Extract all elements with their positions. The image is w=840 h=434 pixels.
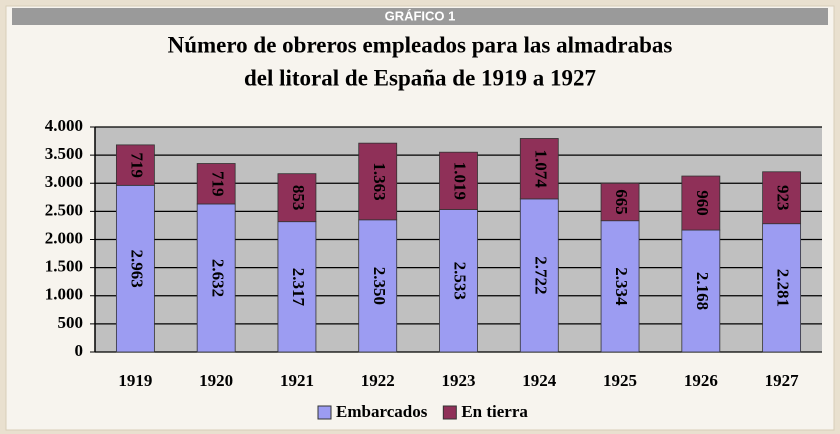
data-label: 2.350 bbox=[370, 267, 389, 305]
y-tick-label: 1.000 bbox=[45, 285, 83, 304]
bar-segment bbox=[519, 138, 559, 200]
data-label: 2.533 bbox=[451, 262, 470, 300]
data-label: 2.281 bbox=[774, 269, 793, 307]
bar-segment bbox=[600, 220, 640, 353]
bar-segment bbox=[277, 221, 317, 353]
data-label: 719 bbox=[127, 152, 146, 178]
bar-segment bbox=[115, 184, 155, 353]
bar-segment bbox=[762, 171, 802, 225]
legend-swatch bbox=[442, 405, 457, 420]
bar-segment bbox=[358, 142, 398, 221]
x-tick-label: 1924 bbox=[522, 371, 557, 390]
bar-segment bbox=[600, 182, 640, 222]
data-label: 960 bbox=[693, 190, 712, 216]
x-tick-label: 1921 bbox=[280, 371, 314, 390]
y-tick-label: 2.500 bbox=[45, 200, 83, 219]
data-label: 2.632 bbox=[208, 259, 227, 297]
x-tick-label: 1922 bbox=[361, 371, 395, 390]
y-tick-label: 4.000 bbox=[45, 116, 83, 135]
bar-segment bbox=[762, 223, 802, 353]
data-label: 2.317 bbox=[289, 268, 308, 307]
data-label: 923 bbox=[774, 185, 793, 211]
y-tick-label: 3.500 bbox=[45, 144, 83, 163]
bar-segment bbox=[681, 175, 721, 231]
y-tick-label: 0 bbox=[75, 341, 84, 360]
bar-segment bbox=[115, 144, 155, 186]
x-tick-label: 1925 bbox=[603, 371, 637, 390]
bar-segment bbox=[196, 203, 236, 353]
x-tick-label: 1927 bbox=[765, 371, 800, 390]
header: GRÁFICO 1 bbox=[385, 8, 456, 23]
data-label: 719 bbox=[208, 171, 227, 197]
data-label: 2.722 bbox=[531, 256, 550, 294]
bar-segment bbox=[681, 229, 721, 353]
data-label: 1.363 bbox=[370, 162, 389, 200]
legend-swatch bbox=[317, 405, 332, 420]
y-tick-label: 2.000 bbox=[45, 228, 83, 247]
legend-label: Embarcados bbox=[336, 402, 428, 421]
chart-title: del litoral de España de 1919 a 1927 bbox=[244, 65, 596, 90]
chart-title: Número de obreros empleados para las alm… bbox=[168, 32, 673, 57]
x-tick-label: 1920 bbox=[199, 371, 233, 390]
data-label: 2.963 bbox=[127, 250, 146, 288]
bar-segment bbox=[439, 151, 478, 210]
data-label: 665 bbox=[612, 189, 631, 215]
data-label: 1.019 bbox=[451, 162, 470, 200]
data-label: 853 bbox=[289, 185, 308, 211]
y-tick-label: 500 bbox=[58, 313, 84, 332]
data-label: 1.074 bbox=[531, 150, 550, 189]
bar-segment bbox=[277, 173, 317, 223]
bar-segment bbox=[519, 198, 559, 353]
x-tick-label: 1923 bbox=[442, 371, 476, 390]
bar-segment bbox=[358, 219, 398, 353]
header-band bbox=[12, 8, 828, 25]
bar-segment bbox=[439, 209, 478, 353]
data-label: 2.334 bbox=[612, 267, 631, 306]
y-tick-label: 1.500 bbox=[45, 257, 83, 276]
legend-label: En tierra bbox=[461, 402, 528, 421]
x-tick-label: 1926 bbox=[684, 371, 718, 390]
x-tick-label: 1919 bbox=[118, 371, 152, 390]
bar-segment bbox=[196, 163, 236, 205]
y-tick-label: 3.000 bbox=[45, 172, 83, 191]
data-label: 2.168 bbox=[693, 272, 712, 310]
